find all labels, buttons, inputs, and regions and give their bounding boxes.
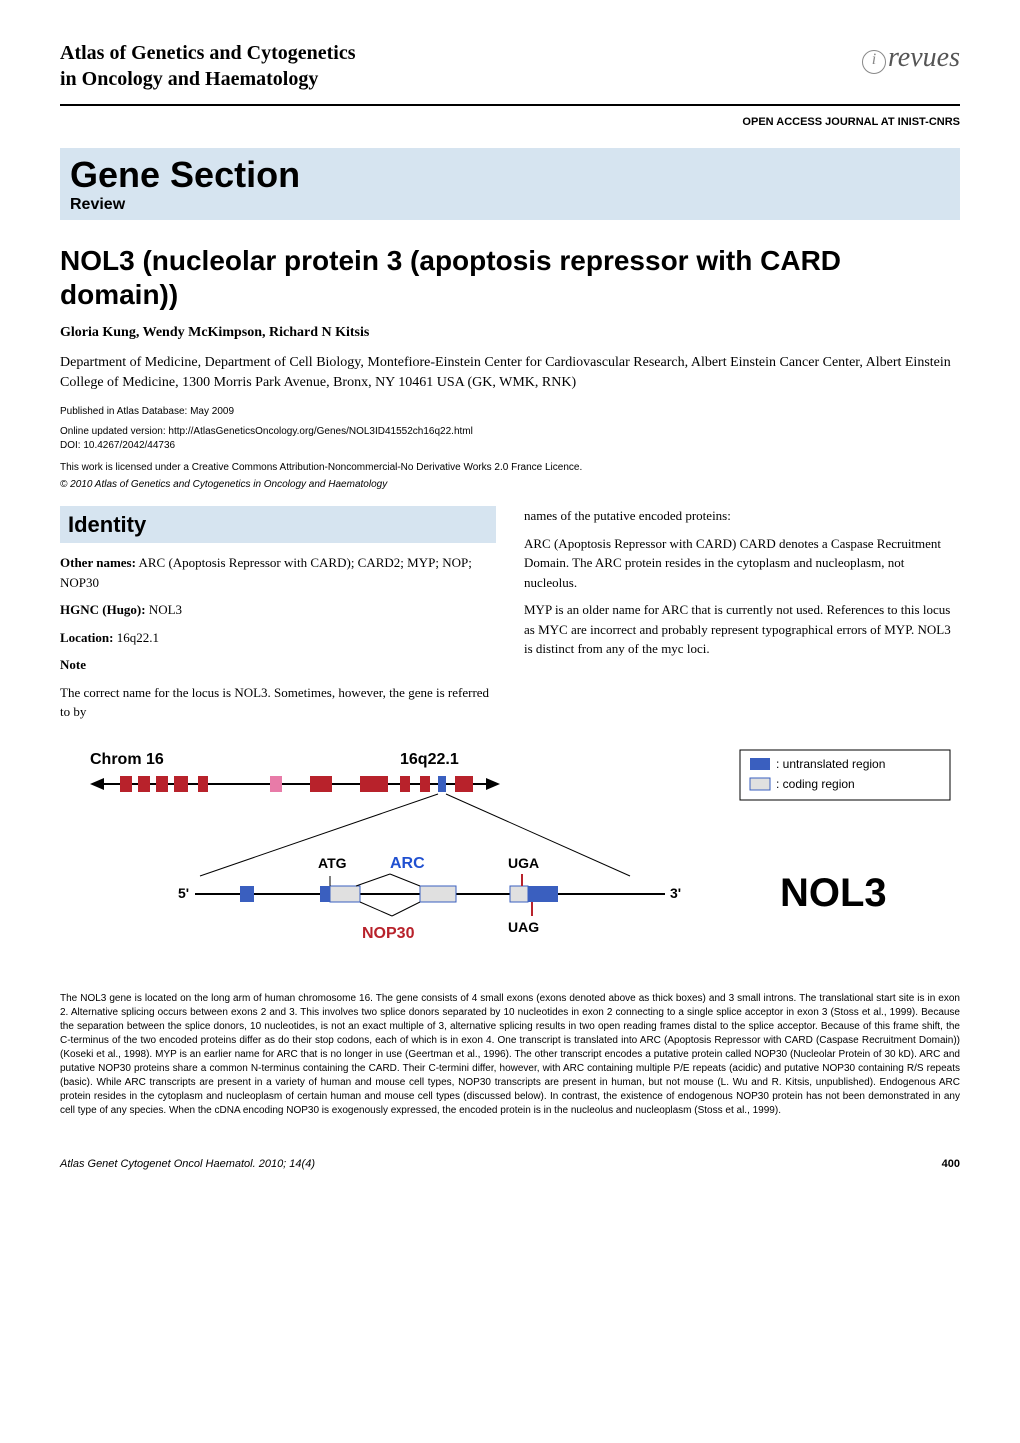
arc-label: ARC (390, 855, 425, 872)
location-label: Location: (60, 630, 113, 645)
published-date: Published in Atlas Database: May 2009 (60, 406, 960, 417)
location-row: Location: 16q22.1 (60, 628, 496, 648)
diagram-svg: Chrom 16 16q22.1 : untranslated region :… (60, 746, 960, 976)
gene-name-big: NOL3 (780, 871, 887, 915)
legend-untranslated: : untranslated region (776, 757, 885, 771)
divider-top (60, 104, 960, 106)
col2-p2: ARC (Apoptosis Repressor with CARD) CARD… (524, 534, 960, 593)
logo-text: revues (888, 42, 960, 73)
license: This work is licensed under a Creative C… (60, 461, 960, 475)
online-info: Online updated version: http://AtlasGene… (60, 425, 960, 453)
open-access-label: OPEN ACCESS JOURNAL AT INIST-CNRS (60, 116, 960, 128)
exon-4-utr (528, 886, 558, 902)
copyright: © 2010 Atlas of Genetics and Cytogenetic… (60, 479, 960, 490)
hgnc-row: HGNC (Hugo): NOL3 (60, 600, 496, 620)
chromosome-ideogram (90, 776, 500, 792)
exon-3 (420, 886, 456, 902)
gene-diagram: Chrom 16 16q22.1 : untranslated region :… (60, 746, 960, 976)
journal-title-line2: in Oncology and Haematology (60, 66, 960, 92)
exon-4-coding (510, 886, 528, 902)
hgnc-label: HGNC (Hugo): (60, 602, 146, 617)
col2-p3: MYP is an older name for ARC that is cur… (524, 600, 960, 659)
hgnc-value: NOL3 (146, 602, 182, 617)
five-prime: 5' (178, 885, 189, 901)
identity-col-right: names of the putative encoded proteins: … (524, 506, 960, 730)
doi: DOI: 10.4267/2042/44736 (60, 440, 175, 451)
article-title: NOL3 (nucleolar protein 3 (apoptosis rep… (60, 244, 960, 311)
page-footer: Atlas Genet Cytogenet Oncol Haematol. 20… (60, 1158, 960, 1170)
affiliation: Department of Medicine, Department of Ce… (60, 353, 960, 392)
authors: Gloria Kung, Wendy McKimpson, Richard N … (60, 325, 960, 341)
exon-1 (240, 886, 254, 902)
other-names-row: Other names: ARC (Apoptosis Repressor wi… (60, 553, 496, 592)
exon-2-coding (330, 886, 360, 902)
section-type: Gene Section (70, 154, 950, 196)
logo-icon: i (862, 50, 886, 74)
section-banner: Gene Section Review (60, 148, 960, 220)
col2-p1: names of the putative encoded proteins: (524, 506, 960, 526)
legend-coding: : coding region (776, 777, 855, 791)
other-names-label: Other names: (60, 555, 136, 570)
chrom-label: Chrom 16 (90, 751, 164, 768)
identity-col-left: Identity Other names: ARC (Apoptosis Rep… (60, 506, 496, 730)
legend-swatch-coding (750, 778, 770, 790)
atg-label: ATG (318, 855, 347, 871)
figure-caption: The NOL3 gene is located on the long arm… (60, 992, 960, 1118)
identity-heading: Identity (60, 506, 496, 543)
note-text: The correct name for the locus is NOL3. … (60, 683, 496, 722)
exon-2-utr (320, 886, 330, 902)
location-value: 16q22.1 (113, 630, 159, 645)
legend-swatch-untranslated (750, 758, 770, 770)
journal-title-line1: Atlas of Genetics and Cytogenetics (60, 40, 960, 66)
uag-label: UAG (508, 919, 539, 935)
online-version: Online updated version: http://AtlasGene… (60, 426, 473, 437)
three-prime: 3' (670, 885, 681, 901)
uga-label: UGA (508, 855, 539, 871)
footer-citation: Atlas Genet Cytogenet Oncol Haematol. 20… (60, 1158, 315, 1170)
nop30-label: NOP30 (362, 925, 415, 942)
note-label: Note (60, 655, 496, 675)
locus-label: 16q22.1 (400, 751, 459, 768)
footer-page: 400 (942, 1158, 960, 1170)
identity-columns: Identity Other names: ARC (Apoptosis Rep… (60, 506, 960, 730)
section-subtype: Review (70, 196, 950, 214)
journal-header: Atlas of Genetics and Cytogenetics in On… (60, 40, 960, 92)
logo: irevues (862, 42, 960, 74)
